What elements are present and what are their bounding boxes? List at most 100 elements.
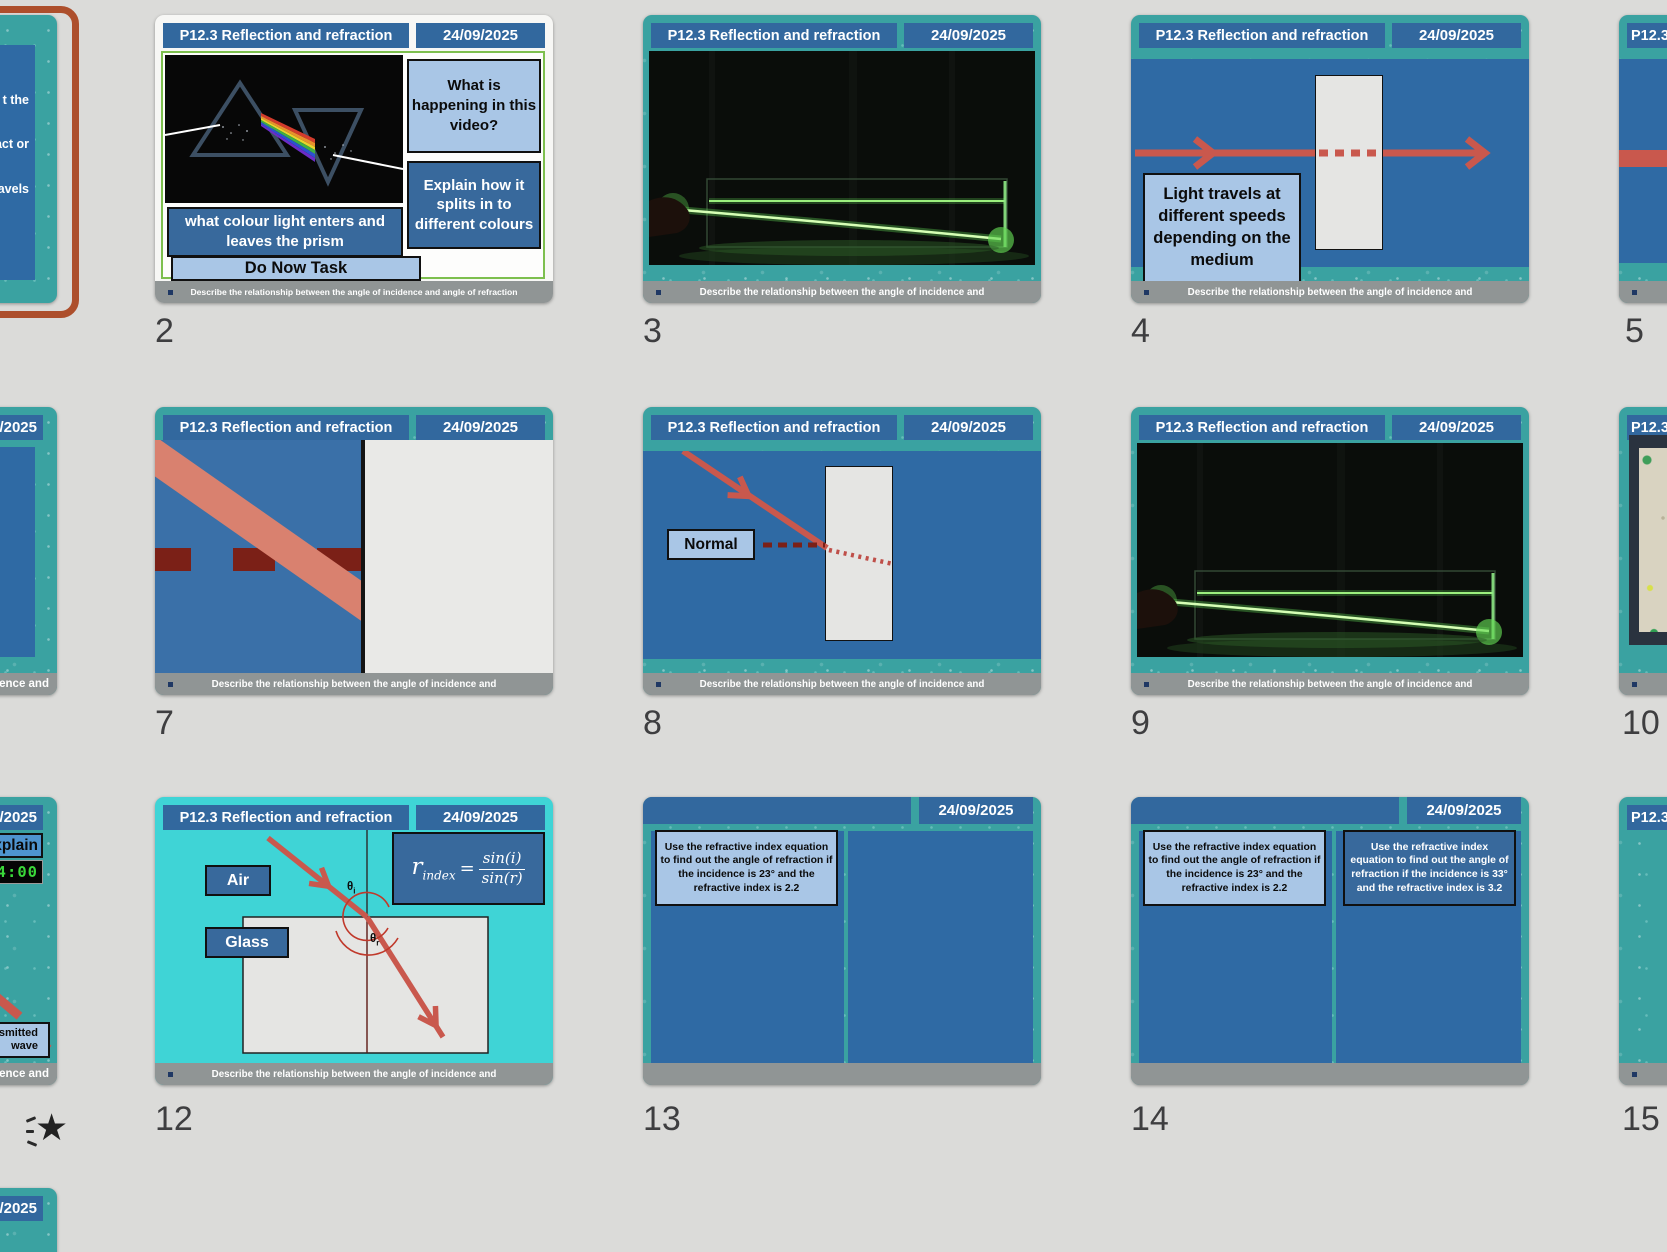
refraction-image-left bbox=[155, 440, 361, 673]
slide-16-thumbnail[interactable]: /2025 bbox=[0, 1188, 57, 1252]
slide-date: /2025 bbox=[0, 805, 43, 830]
slide-number: 7 bbox=[155, 704, 174, 742]
normal-label: Normal bbox=[667, 529, 755, 560]
slide-date: 24/09/2025 bbox=[1392, 23, 1521, 48]
slide-date: 24/09/2025 bbox=[904, 23, 1033, 48]
footer-text: dence and bbox=[0, 678, 49, 690]
slide-title: P12.3 Reflection and refraction bbox=[163, 415, 409, 440]
slide-title: P12.3 Reflection and refraction bbox=[651, 23, 897, 48]
bullet-icon bbox=[656, 290, 661, 295]
slide-number: 10 bbox=[1622, 704, 1660, 742]
light-ray bbox=[1619, 150, 1667, 167]
slide-6-thumbnail[interactable]: /2025 dence and bbox=[0, 407, 57, 695]
slide-5-thumbnail[interactable]: P12.3 Reflection and refraction Describe… bbox=[1619, 15, 1667, 303]
lesson-objective-footer: Describe the relationship between the an… bbox=[155, 1063, 553, 1085]
slide-number: 4 bbox=[1131, 312, 1150, 350]
transmitted-wave-label: nsmitted wave bbox=[0, 1022, 50, 1058]
right-column bbox=[848, 831, 1033, 1063]
slide-1-thumbnail[interactable]: t the ract or avels bbox=[0, 15, 57, 303]
explain-task-box: xplain bbox=[0, 833, 43, 858]
refractive-index-question-right: Use the refractive index equation to fin… bbox=[1343, 830, 1516, 906]
slide-date: 24/09/2025 bbox=[1392, 415, 1521, 440]
slide-date: 24/09/2025 bbox=[919, 797, 1033, 824]
slide-date: 24/09/2025 bbox=[1407, 797, 1521, 824]
slide-13-thumbnail[interactable]: 24/09/2025 Use the refractive index equa… bbox=[643, 797, 1041, 1085]
light-ray-arrow bbox=[1135, 136, 1491, 170]
slide-3-thumbnail[interactable]: P12.3 Reflection and refraction 24/09/20… bbox=[643, 15, 1041, 303]
slide-10-thumbnail[interactable]: P12.3 Reflection and refraction Describe… bbox=[1619, 407, 1667, 695]
slide-number: 2 bbox=[155, 312, 174, 350]
slide-body bbox=[0, 447, 35, 657]
lesson-objective-footer: Describe the relationship between the an… bbox=[643, 673, 1041, 695]
slide-date: 24/09/2025 bbox=[416, 23, 545, 48]
slide-9-thumbnail[interactable]: P12.3 Reflection and refraction 24/09/20… bbox=[1131, 407, 1529, 695]
lesson-objective-footer: Describe the relationship between the an… bbox=[643, 281, 1041, 303]
slide-14-thumbnail[interactable]: 24/09/2025 Use the refractive index equa… bbox=[1131, 797, 1529, 1085]
slide-date: /2025 bbox=[0, 1196, 43, 1221]
question-box-what-is-happening: What is happening in this video? bbox=[407, 59, 541, 153]
normal-dash bbox=[155, 548, 191, 571]
slide-4-thumbnail[interactable]: P12.3 Reflection and refraction 24/09/20… bbox=[1131, 15, 1529, 303]
slide-12-thumbnail[interactable]: P12.3 Reflection and refraction 24/09/20… bbox=[155, 797, 553, 1085]
slide-title: P12.3 Reflection and refraction bbox=[1627, 23, 1667, 48]
lesson-objective-footer: Describe the relationship between the an… bbox=[155, 673, 553, 695]
slide-title: P12.3 Reflection and refraction bbox=[163, 23, 409, 48]
bullet-icon bbox=[1144, 290, 1149, 295]
question-box-explain-split: Explain how it splits in to different co… bbox=[407, 161, 541, 249]
glass-label: Glass bbox=[205, 927, 289, 958]
slide-title: P12.3 Reflection and refraction bbox=[1139, 415, 1385, 440]
star-ray bbox=[26, 1130, 34, 1133]
slide1-text-fragment: ract or bbox=[0, 137, 29, 151]
slide-8-thumbnail[interactable]: P12.3 Reflection and refraction 24/09/20… bbox=[643, 407, 1041, 695]
ray-fragment bbox=[0, 993, 23, 1020]
slide-number: 14 bbox=[1131, 1100, 1169, 1138]
refractive-index-question-left: Use the refractive index equation to fin… bbox=[1143, 830, 1326, 906]
footer-text: Describe the relationship between the an… bbox=[211, 678, 497, 690]
slide-number: 8 bbox=[643, 704, 662, 742]
air-label: Air bbox=[205, 865, 271, 896]
slide-number: 13 bbox=[643, 1100, 681, 1138]
slide-title: P12.3 Reflection and refraction bbox=[163, 805, 409, 830]
refractive-index-question: Use the refractive index equation to fin… bbox=[655, 830, 838, 906]
slide-15-thumbnail[interactable]: P12.3 Reflection and refraction bbox=[1619, 797, 1667, 1085]
footer-text: Describe the relationship between the an… bbox=[1187, 286, 1473, 298]
laser-tank-video-frame bbox=[1137, 443, 1523, 657]
lesson-objective-footer: Describe the relationship between the an… bbox=[155, 281, 553, 303]
slide-date: 24/09/2025 bbox=[416, 805, 545, 830]
question-box-colour-light: what colour light enters and leaves the … bbox=[167, 207, 403, 257]
bullet-icon bbox=[168, 1072, 173, 1077]
countdown-timer: 04:00 bbox=[0, 860, 43, 884]
bullet-icon bbox=[1144, 682, 1149, 687]
footer-text: Describe the relationship between the an… bbox=[699, 286, 985, 298]
lesson-objective-footer: Describe the relationship between the an… bbox=[1619, 281, 1667, 303]
prism-dispersion-image bbox=[165, 55, 403, 203]
slide-title: P12.3 Reflection and refraction bbox=[651, 415, 897, 440]
slide1-text-fragment: avels bbox=[0, 182, 29, 196]
selected-slide-ring bbox=[0, 6, 79, 318]
bullet-icon bbox=[168, 682, 173, 687]
label-line: wave bbox=[11, 1040, 38, 1052]
footer-text: Describe the relationship between the an… bbox=[1187, 678, 1473, 690]
slide-number: 5 bbox=[1625, 312, 1644, 350]
bullet-icon bbox=[1632, 1072, 1637, 1077]
refraction-image-right bbox=[365, 440, 553, 673]
slide-2-thumbnail[interactable]: P12.3 Reflection and refraction 24/09/20… bbox=[155, 15, 553, 303]
footer-text: Describe the relationship between the an… bbox=[699, 678, 985, 690]
header-bar bbox=[1131, 797, 1399, 824]
slide-number: 15 bbox=[1622, 1100, 1660, 1138]
slide-number: 9 bbox=[1131, 704, 1150, 742]
slide-7-thumbnail[interactable]: P12.3 Reflection and refraction 24/09/20… bbox=[155, 407, 553, 695]
slide-11-thumbnail[interactable]: /2025 xplain 04:00 nsmitted wave dence a… bbox=[0, 797, 57, 1085]
footer-text: Describe the relationship between the an… bbox=[211, 1068, 497, 1080]
glass-block bbox=[1315, 75, 1383, 250]
lesson-objective-footer: Describe the relationship between the an… bbox=[1131, 673, 1529, 695]
ray-diagram bbox=[681, 451, 894, 567]
laser-tank-video-frame bbox=[649, 51, 1035, 265]
footer-text: dence and bbox=[0, 1068, 49, 1080]
slide-number: 12 bbox=[155, 1100, 193, 1138]
angle-of-incidence-label: θi bbox=[347, 881, 356, 896]
bullet-icon bbox=[656, 682, 661, 687]
label-line: nsmitted bbox=[0, 1027, 38, 1040]
do-now-task-bar: Do Now Task bbox=[171, 256, 421, 281]
